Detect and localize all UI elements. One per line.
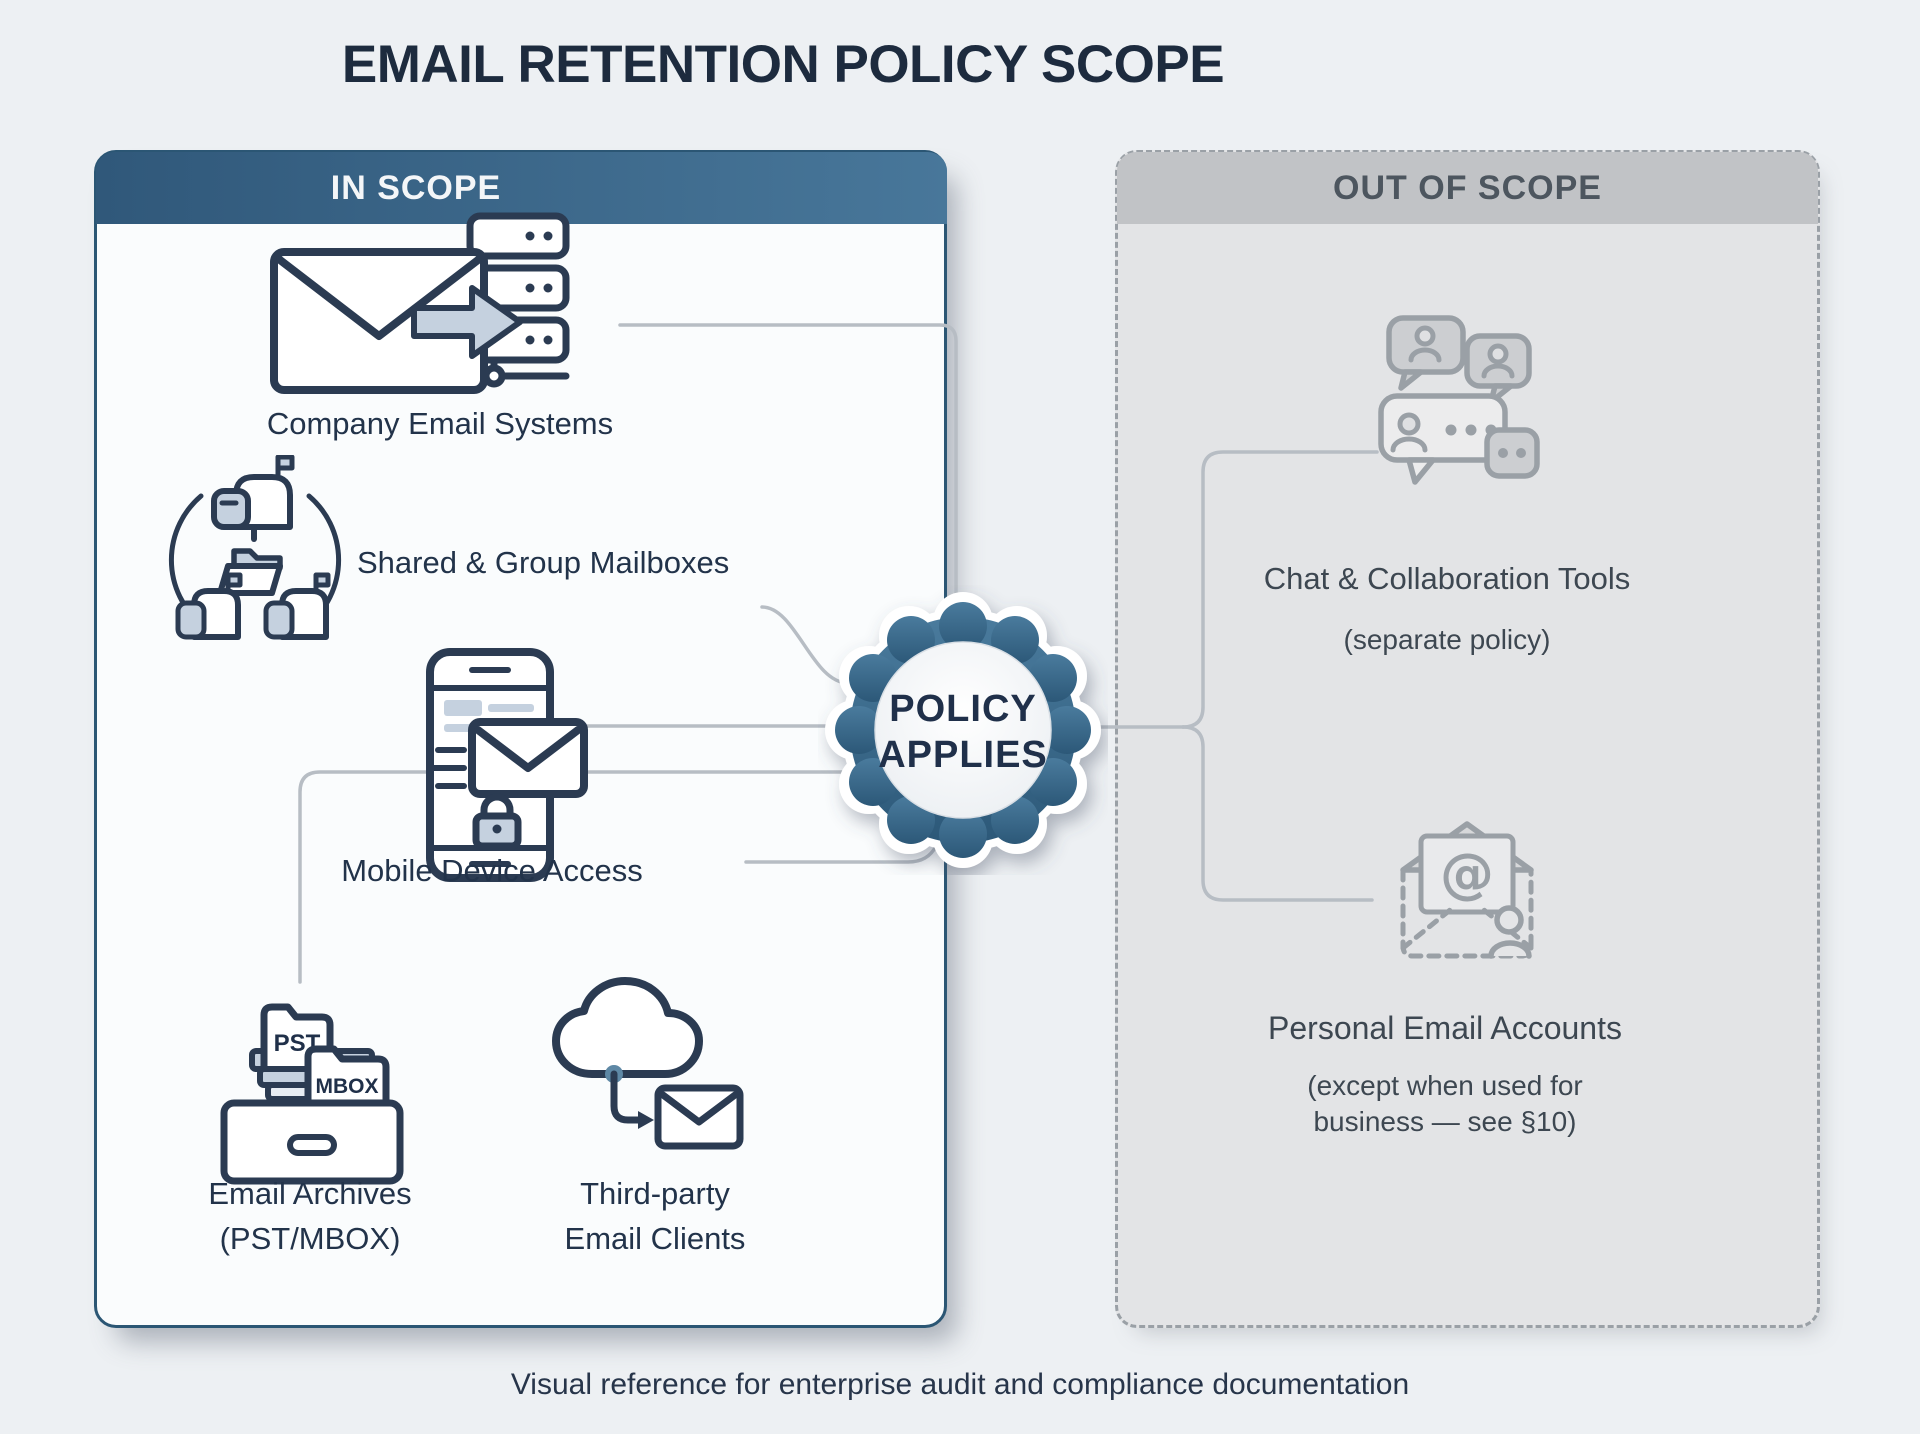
in-scope-header-band: IN SCOPE xyxy=(96,152,947,224)
chat-bubbles-icon xyxy=(1378,315,1540,485)
out-of-scope-header-label: OUT OF SCOPE xyxy=(1333,169,1602,207)
connector-third-party xyxy=(744,844,938,864)
connector-shared-mailboxes xyxy=(760,605,850,685)
page-title: EMAIL RETENTION POLICY SCOPE xyxy=(341,35,1225,94)
email-to-server-icon xyxy=(270,212,570,394)
badge-inner-circle xyxy=(874,641,1052,819)
label-third-party: Third-party xyxy=(580,1176,730,1211)
connector-chat-tools xyxy=(1181,450,1379,729)
label-chat-note: (separate policy) xyxy=(1343,624,1551,655)
personal-email-icon: @ xyxy=(1400,821,1534,959)
label-email-archives-formats: (PST/MBOX) xyxy=(219,1221,401,1256)
connector-email-systems xyxy=(618,323,958,598)
label-chat-collaboration: Chat & Collaboration Tools xyxy=(1263,561,1631,596)
label-third-party-clients: Email Clients xyxy=(564,1221,746,1256)
label-personal-email: Personal Email Accounts xyxy=(1268,1010,1622,1046)
group-mailboxes-icon xyxy=(168,455,342,640)
label-shared-group-mailboxes: Shared & Group Mailboxes xyxy=(357,545,730,580)
connector-email-archives xyxy=(298,770,844,984)
label-company-email-systems: Company Email Systems xyxy=(266,406,614,441)
footer-caption: Visual reference for enterprise audit an… xyxy=(510,1368,1410,1401)
badge-text-line2: APPLIES xyxy=(878,734,1048,776)
label-email-archives: Email Archives xyxy=(208,1176,412,1211)
connector-personal-email xyxy=(1181,725,1374,902)
cloud-email-client-icon xyxy=(552,977,744,1150)
folder-label-mbox: MBOX xyxy=(316,1075,379,1098)
in-scope-header-label: IN SCOPE xyxy=(330,169,502,207)
mobile-secure-email-icon xyxy=(426,648,588,882)
badge-text-line1: POLICY xyxy=(889,688,1036,730)
label-personal-note-2: business — see §10) xyxy=(1313,1106,1577,1137)
label-personal-note-1: (except when used for xyxy=(1307,1070,1583,1101)
out-of-scope-header-band: OUT OF SCOPE xyxy=(1117,152,1818,224)
archive-box-icon: PST MBOX xyxy=(220,1003,404,1185)
policy-applies-badge: POLICY APPLIES xyxy=(825,592,1101,868)
label-mobile-device-access: Mobile Device Access xyxy=(341,853,643,888)
at-symbol: @ xyxy=(1440,842,1494,905)
